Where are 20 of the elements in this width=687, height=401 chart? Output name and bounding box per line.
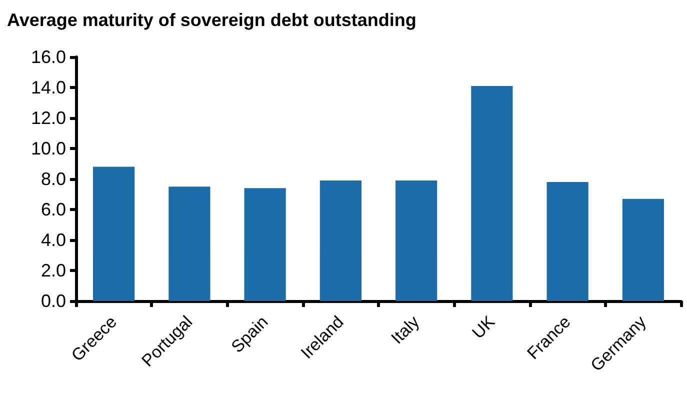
y-tick-label: 0.0 <box>40 291 66 311</box>
y-tick-label: 2.0 <box>40 260 66 280</box>
y-tick-label: 4.0 <box>40 230 66 250</box>
y-tick-label: 6.0 <box>40 200 66 220</box>
y-tick-label: 16.0 <box>30 47 66 67</box>
bar <box>93 166 135 301</box>
bar <box>546 182 588 301</box>
chart-title: Average maturity of sovereign debt outstanding <box>7 10 416 30</box>
bar <box>244 188 286 301</box>
y-tick-label: 14.0 <box>30 78 66 98</box>
y-tick-label: 10.0 <box>30 138 66 158</box>
y-tick-label: 8.0 <box>40 169 66 189</box>
y-tick-label: 12.0 <box>30 108 66 128</box>
x-tick-label: UK <box>468 312 500 342</box>
x-tick-label: Italy <box>388 312 424 348</box>
bar <box>320 180 362 301</box>
bar <box>622 198 664 301</box>
bar <box>168 186 210 301</box>
bar <box>471 86 513 301</box>
bar <box>396 180 438 301</box>
